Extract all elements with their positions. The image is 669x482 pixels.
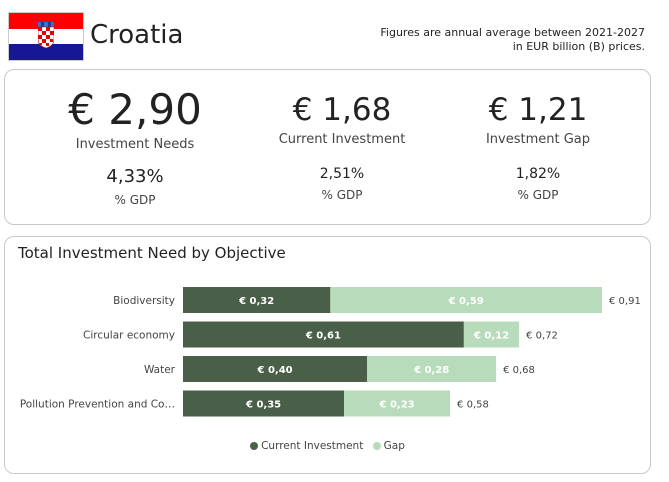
kpi-label: Current Investment [278,132,406,147]
header: Croatia Figures are annual average betwe… [0,0,669,66]
legend-current-investment-swatch [250,442,259,450]
stacked-bar-chart: Biodiversity € 0,32 € 0,59 € 0,91 Circular e… [20,287,641,417]
bar-total-label: € 0,68 [503,365,535,376]
legend-current-investment-label: Current Investment [261,440,364,452]
kpi-label: Investment Gap [485,132,591,147]
bar-value-label: € 0,32 [238,296,274,307]
legend-gap-label: Gap [383,440,405,452]
bar-total-label: € 0,58 [457,400,489,411]
bar-value-label: € 0,28 [413,365,449,376]
legend-gap-swatch [372,442,381,450]
legend-item-gap[interactable]: Gap [372,440,405,452]
kpi-value: € 1,21 [488,92,588,128]
bar-current-investment[interactable] [183,356,368,382]
kpi-value: € 1,68 [292,92,392,128]
bar-value-label: € 0,35 [245,400,281,411]
bar-current-investment[interactable] [183,390,345,417]
bar-total-label: € 0,72 [526,331,558,342]
flag-blue-stripe [9,44,83,60]
coat-of-arms-icon [38,22,54,48]
chart-card: Total Investment Need by Objective Biodi… [4,236,651,474]
bar-value-label: € 0,40 [257,365,293,376]
bar-gap[interactable] [330,287,602,313]
kpi-card: € 2,90 Investment Needs 4,33% % GDP € 1,… [4,69,651,225]
kpi-gdp-percent: 2,51% [319,166,365,182]
kpi-investment-needs: € 2,90 Investment Needs 4,33% % GDP [35,70,235,208]
flag-red-stripe [9,13,83,29]
bar-value-label: € 0,61 [305,331,341,342]
bar-value-label: € 0,23 [379,400,415,411]
bar-value-label: € 0,12 [473,331,509,342]
bar-current-investment[interactable] [183,287,331,313]
country-title: Croatia [90,20,184,50]
kpi-value: € 2,90 [68,85,202,134]
bar-gap[interactable] [344,390,451,417]
kpi-gdp-percent: 4,33% [106,166,164,187]
figures-note-line1: Figures are annual average between 2021-… [380,26,645,39]
bar-current-investment[interactable] [183,321,464,348]
bar-total-label: € 0,91 [609,296,641,307]
chart-title: Total Investment Need by Objective [18,244,286,262]
kpi-investment-gap: € 1,21 Investment Gap 1,82% % GDP [438,70,638,202]
kpi-gdp-label: % GDP [321,188,363,202]
bar-gap[interactable] [367,356,497,382]
figures-note: Figures are annual average between 2021-… [380,26,645,54]
bar-gap[interactable] [463,321,520,348]
kpi-gdp-percent: 1,82% [515,166,561,182]
bar-value-label: € 0,59 [448,296,484,307]
category-label: Pollution Prevention and Co… [20,399,175,411]
category-label: Circular economy [83,330,175,342]
kpi-current-investment: € 1,68 Current Investment 2,51% % GDP [242,70,442,202]
kpi-gdp-label: % GDP [517,188,559,202]
category-label: Water [144,364,176,376]
kpi-label: Investment Needs [75,137,195,152]
chart-legend: Current Investment Gap [5,440,650,452]
legend-item-current-investment[interactable]: Current Investment [250,440,363,452]
croatia-flag-icon [8,12,84,61]
category-label: Biodiversity [113,295,175,307]
kpi-gdp-label: % GDP [114,193,156,207]
figures-note-line2: in EUR billion (B) prices. [512,40,645,53]
